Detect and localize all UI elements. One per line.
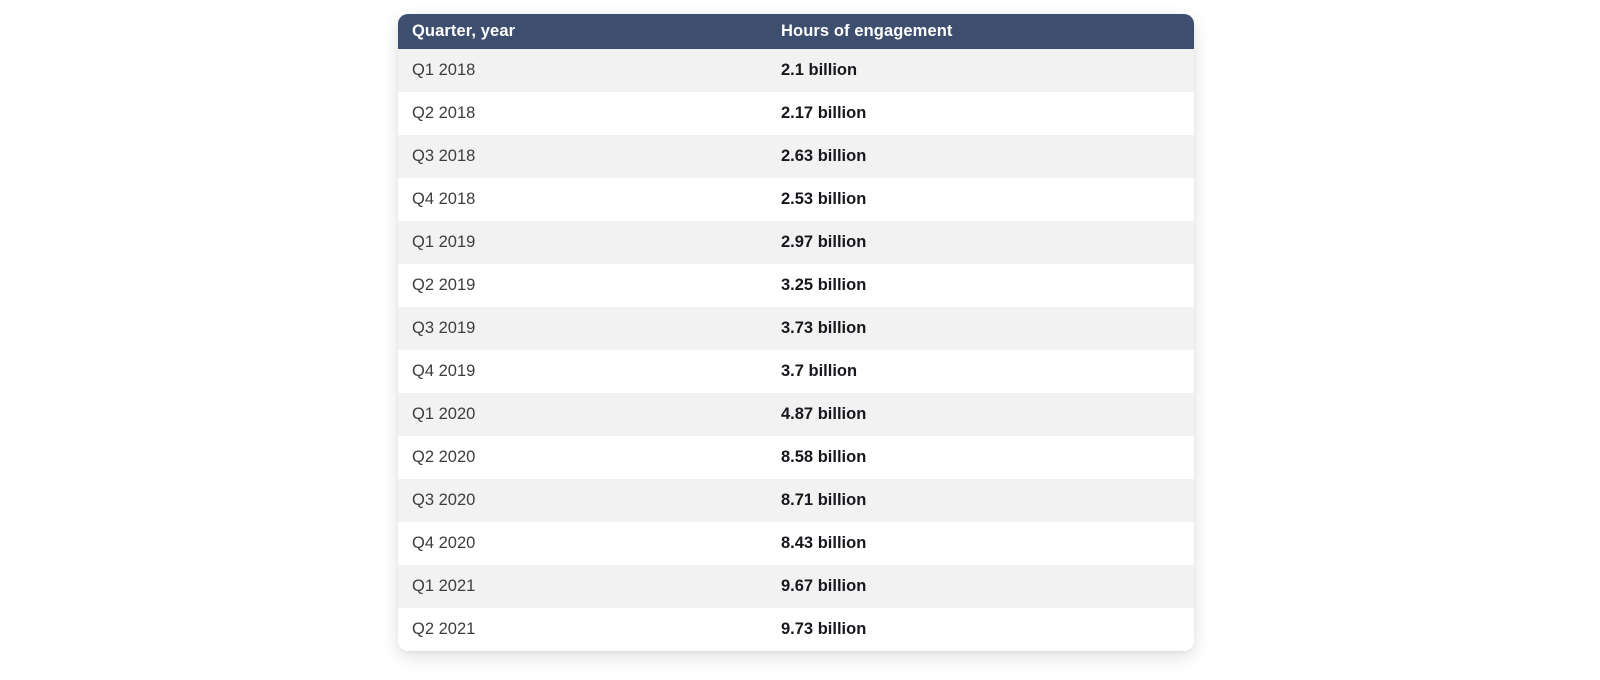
quarter-cell: Q3 2020: [412, 491, 476, 509]
hours-cell: 4.87 billion: [781, 405, 867, 423]
hours-cell: 9.67 billion: [781, 577, 867, 595]
quarter-cell: Q3 2019: [412, 319, 476, 337]
table-row: Q2 2018 2.17 billion: [398, 92, 1194, 135]
column-header-hours: Hours of engagement: [767, 14, 1194, 49]
quarter-cell: Q1 2019: [412, 233, 476, 251]
table-body: Q1 2018 2.1 billion Q2 2018 2.17 billion…: [398, 49, 1194, 651]
table-row: Q3 2018 2.63 billion: [398, 135, 1194, 178]
quarter-cell: Q1 2018: [412, 61, 476, 79]
quarter-cell: Q2 2019: [412, 276, 476, 294]
quarter-cell: Q4 2019: [412, 362, 476, 380]
quarter-cell: Q2 2020: [412, 448, 476, 466]
hours-cell: 8.58 billion: [781, 448, 867, 466]
quarter-cell: Q4 2018: [412, 190, 476, 208]
hours-cell: 3.25 billion: [781, 276, 867, 294]
engagement-table: Quarter, year Hours of engagement Q1 201…: [398, 14, 1194, 651]
table-row: Q2 2019 3.25 billion: [398, 264, 1194, 307]
hours-cell: 2.1 billion: [781, 61, 858, 79]
table-header: Quarter, year Hours of engagement: [398, 14, 1194, 49]
hours-cell: 2.53 billion: [781, 190, 867, 208]
table-row: Q1 2020 4.87 billion: [398, 393, 1194, 436]
table-row: Q4 2018 2.53 billion: [398, 178, 1194, 221]
quarter-cell: Q2 2018: [412, 104, 476, 122]
hours-cell: 2.63 billion: [781, 147, 867, 165]
quarter-cell: Q4 2020: [412, 534, 476, 552]
hours-cell: 3.7 billion: [781, 362, 858, 380]
column-header-quarter: Quarter, year: [398, 14, 767, 49]
table-row: Q4 2020 8.43 billion: [398, 522, 1194, 565]
table-row: Q2 2021 9.73 billion: [398, 608, 1194, 651]
hours-cell: 8.71 billion: [781, 491, 867, 509]
table-row: Q3 2019 3.73 billion: [398, 307, 1194, 350]
hours-cell: 3.73 billion: [781, 319, 867, 337]
table-row: Q2 2020 8.58 billion: [398, 436, 1194, 479]
quarter-cell: Q2 2021: [412, 620, 476, 638]
table-row: Q4 2019 3.7 billion: [398, 350, 1194, 393]
table-row: Q1 2018 2.1 billion: [398, 49, 1194, 92]
table-row: Q3 2020 8.71 billion: [398, 479, 1194, 522]
hours-cell: 9.73 billion: [781, 620, 867, 638]
engagement-table-card: Quarter, year Hours of engagement Q1 201…: [398, 14, 1194, 651]
quarter-cell: Q1 2020: [412, 405, 476, 423]
table-header-row: Quarter, year Hours of engagement: [398, 14, 1194, 49]
quarter-cell: Q3 2018: [412, 147, 476, 165]
table-row: Q1 2021 9.67 billion: [398, 565, 1194, 608]
hours-cell: 2.97 billion: [781, 233, 867, 251]
table-row: Q1 2019 2.97 billion: [398, 221, 1194, 264]
hours-cell: 2.17 billion: [781, 104, 867, 122]
hours-cell: 8.43 billion: [781, 534, 867, 552]
quarter-cell: Q1 2021: [412, 577, 476, 595]
